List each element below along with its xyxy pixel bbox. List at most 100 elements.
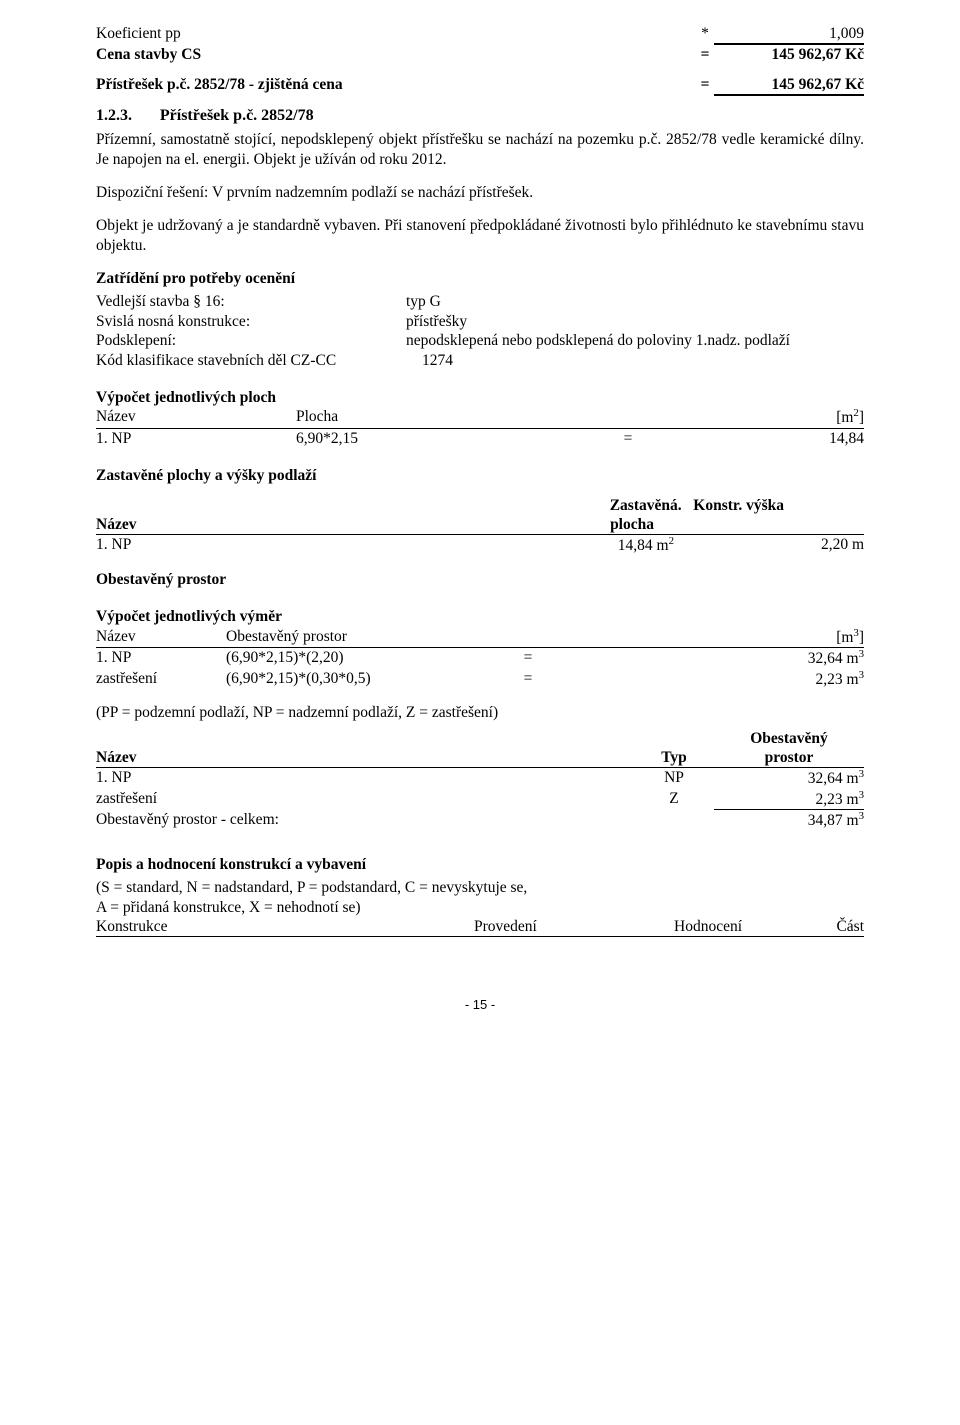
vymer-hdr-op: Obestavěný prostor	[226, 627, 516, 648]
typ-row-1-val-sup: 3	[859, 768, 864, 780]
zast-row-1-nazev: 1. NP	[96, 535, 296, 556]
typ-hdr-op-b: prostor	[765, 749, 814, 766]
vymer-row-1-expr: (6,90*2,15)*(2,20)	[226, 648, 516, 669]
vymer-row-2-nazev: zastřešení	[96, 669, 226, 690]
cena-stavby-symbol: =	[696, 45, 714, 64]
typ-total-label: Obestavěný prostor - celkem:	[96, 810, 634, 831]
zast-hdr-nazev: Název	[96, 515, 296, 534]
typ-total-val-text: 34,87 m	[808, 813, 859, 830]
typ-row-1-val-text: 32,64 m	[808, 770, 859, 787]
obestaveny-prostor-heading: Obestavěný prostor	[96, 570, 864, 589]
zatrideni-row-1-label: Vedlejší stavba § 16:	[96, 292, 406, 311]
pp-note: (PP = podzemní podlaží, NP = nadzemní po…	[96, 703, 864, 722]
vymer-row-2-sym: =	[516, 669, 540, 690]
paragraph-3: Objekt je udržovaný a je standardně vyba…	[96, 216, 864, 255]
typ-hdr-nazev: Název	[96, 748, 634, 767]
zatrideni-row-1: Vedlejší stavba § 16: typ G	[96, 292, 864, 311]
pristresek-cena-symbol: =	[696, 75, 714, 94]
zast-heading: Zastavěné plochy a výšky podlaží	[96, 466, 864, 485]
typ-hdr-typ: Typ	[634, 748, 714, 767]
row-cena-stavby: Cena stavby CS = 145 962,67 Kč	[96, 45, 864, 64]
zatrideni-row-1-value: typ G	[406, 292, 864, 311]
plocha-hdr-unit-pre: [m	[836, 409, 853, 426]
vymer-hdr-nazev: Název	[96, 627, 226, 648]
zatrideni-row-2: Svislá nosná konstrukce: přístřešky	[96, 312, 864, 331]
vymer-row-2-expr: (6,90*2,15)*(0,30*0,5)	[226, 669, 516, 690]
zatrideni-kod-label: Kód klasifikace stavebních děl CZ-CC	[96, 351, 406, 370]
plocha-hdr-nazev: Název	[96, 407, 296, 428]
zast-hdr-zastavena-a: Zastavěná.	[610, 497, 682, 514]
vymer-row-1-val-sup: 3	[859, 648, 864, 660]
zatrideni-row-3: Podsklepení: nepodsklepená nebo podsklep…	[96, 331, 864, 350]
row-pristresek-cena: Přístřešek p.č. 2852/78 - zjištěná cena …	[96, 75, 864, 96]
paragraph-1: Přízemní, samostatně stojící, nepodsklep…	[96, 130, 864, 169]
vymer-table: Název Obestavěný prostor [m3] 1. NP (6,9…	[96, 627, 864, 690]
zast-row-1-plocha-val: 14,84 m	[618, 537, 669, 554]
plocha-row-1: 1. NP 6,90*2,15 = 14,84	[96, 429, 864, 448]
plocha-table: Název Plocha [m2] 1. NP 6,90*2,15 = 14,8…	[96, 407, 864, 448]
typ-row-1-typ: NP	[634, 768, 714, 789]
vymer-heading: Výpočet jednotlivých výměr	[96, 607, 864, 626]
zast-row-1-plocha: 14,84 m2	[296, 535, 714, 556]
plocha-row-1-expr: 6,90*2,15	[296, 429, 616, 448]
vymer-row-2-val-text: 2,23 m	[816, 671, 859, 688]
typ-row-2-val-text: 2,23 m	[816, 791, 859, 808]
typ-row-total: Obestavěný prostor - celkem: 34,87 m3	[96, 810, 864, 831]
vymer-hdr-unit: [m3]	[540, 627, 864, 648]
koeficient-symbol: *	[696, 24, 714, 43]
typ-header: Název Typ Obestavěný prostor	[96, 729, 864, 768]
typ-row-2-typ: Z	[634, 789, 714, 811]
vymer-hdr-unit-pre: [m	[836, 629, 853, 646]
plocha-table-header: Název Plocha [m2]	[96, 407, 864, 429]
typ-total-typ	[634, 810, 714, 831]
vypocet-ploch-heading: Výpočet jednotlivých ploch	[96, 388, 864, 407]
vymer-row-1-sym: =	[516, 648, 540, 669]
kon-hdr-cast: Část	[804, 917, 864, 936]
koeficient-label: Koeficient pp	[96, 24, 696, 43]
zatrideni-row-2-value: přístřešky	[406, 312, 864, 331]
kon-hdr-hodnoceni: Hodnocení	[674, 917, 804, 936]
paragraph-2: Dispoziční řešení: V prvním nadzemním po…	[96, 183, 864, 202]
typ-row-1-val: 32,64 m3	[714, 768, 864, 789]
popis-heading: Popis a hodnocení konstrukcí a vybavení	[96, 855, 864, 874]
zast-hdr-konstr: Konstr. výška	[693, 497, 784, 514]
typ-total-val: 34,87 m3	[714, 810, 864, 831]
document-page: Koeficient pp * 1,009 Cena stavby CS = 1…	[0, 0, 960, 1425]
vymer-row-1-val-text: 32,64 m	[808, 650, 859, 667]
plocha-row-1-val: 14,84	[640, 429, 864, 448]
pristresek-cena-label: Přístřešek p.č. 2852/78 - zjištěná cena	[96, 75, 696, 94]
vymer-row-2-val-sup: 3	[859, 669, 864, 681]
pristresek-cena-value: 145 962,67 Kč	[714, 75, 864, 96]
zast-row-1-plocha-sup: 2	[669, 535, 674, 547]
section-heading: 1.2.3. Přístřešek p.č. 2852/78	[96, 106, 864, 126]
plocha-row-1-sym: =	[616, 429, 640, 448]
plocha-hdr-plocha: Plocha	[296, 407, 616, 428]
plocha-hdr-spacer	[616, 407, 640, 428]
vymer-row-1-val: 32,64 m3	[540, 648, 864, 669]
zast-row-1: 1. NP 14,84 m2 2,20 m	[96, 534, 864, 556]
vymer-hdr-spacer	[516, 627, 540, 648]
vymer-row-1-nazev: 1. NP	[96, 648, 226, 669]
plocha-hdr-unit-post: ]	[859, 409, 864, 426]
typ-row-2: zastřešení Z 2,23 m3	[96, 789, 864, 811]
zast-hdr-zastavena: Zastavěná. Konstr. výška plocha	[296, 496, 864, 535]
cena-stavby-label: Cena stavby CS	[96, 45, 696, 64]
popis-line-1: (S = standard, N = nadstandard, P = pods…	[96, 878, 864, 897]
page-number: - 15 -	[96, 997, 864, 1013]
typ-row-2-nazev: zastřešení	[96, 789, 634, 811]
koeficient-value: 1,009	[714, 24, 864, 45]
zatrideni-row-3-value: nepodsklepená nebo podsklepená do polovi…	[406, 331, 864, 350]
vymer-hdr-unit-post: ]	[859, 629, 864, 646]
plocha-row-1-nazev: 1. NP	[96, 429, 296, 448]
zatrideni-kod: Kód klasifikace stavebních děl CZ-CC 127…	[96, 351, 864, 370]
vymer-row-2-val: 2,23 m3	[540, 669, 864, 690]
zatrideni-heading: Zatřídění pro potřeby ocenění	[96, 269, 864, 288]
section-number: 1.2.3.	[96, 106, 156, 126]
popis-line-2: A = přidaná konstrukce, X = nehodnotí se…	[96, 898, 864, 917]
kon-hdr-provedeni: Provedení	[474, 917, 674, 936]
plocha-hdr-unit: [m2]	[640, 407, 864, 428]
typ-row-2-val: 2,23 m3	[714, 789, 864, 811]
vymer-row-2: zastřešení (6,90*2,15)*(0,30*0,5) = 2,23…	[96, 669, 864, 690]
cena-stavby-value: 145 962,67 Kč	[714, 45, 864, 64]
zatrideni-row-2-label: Svislá nosná konstrukce:	[96, 312, 406, 331]
